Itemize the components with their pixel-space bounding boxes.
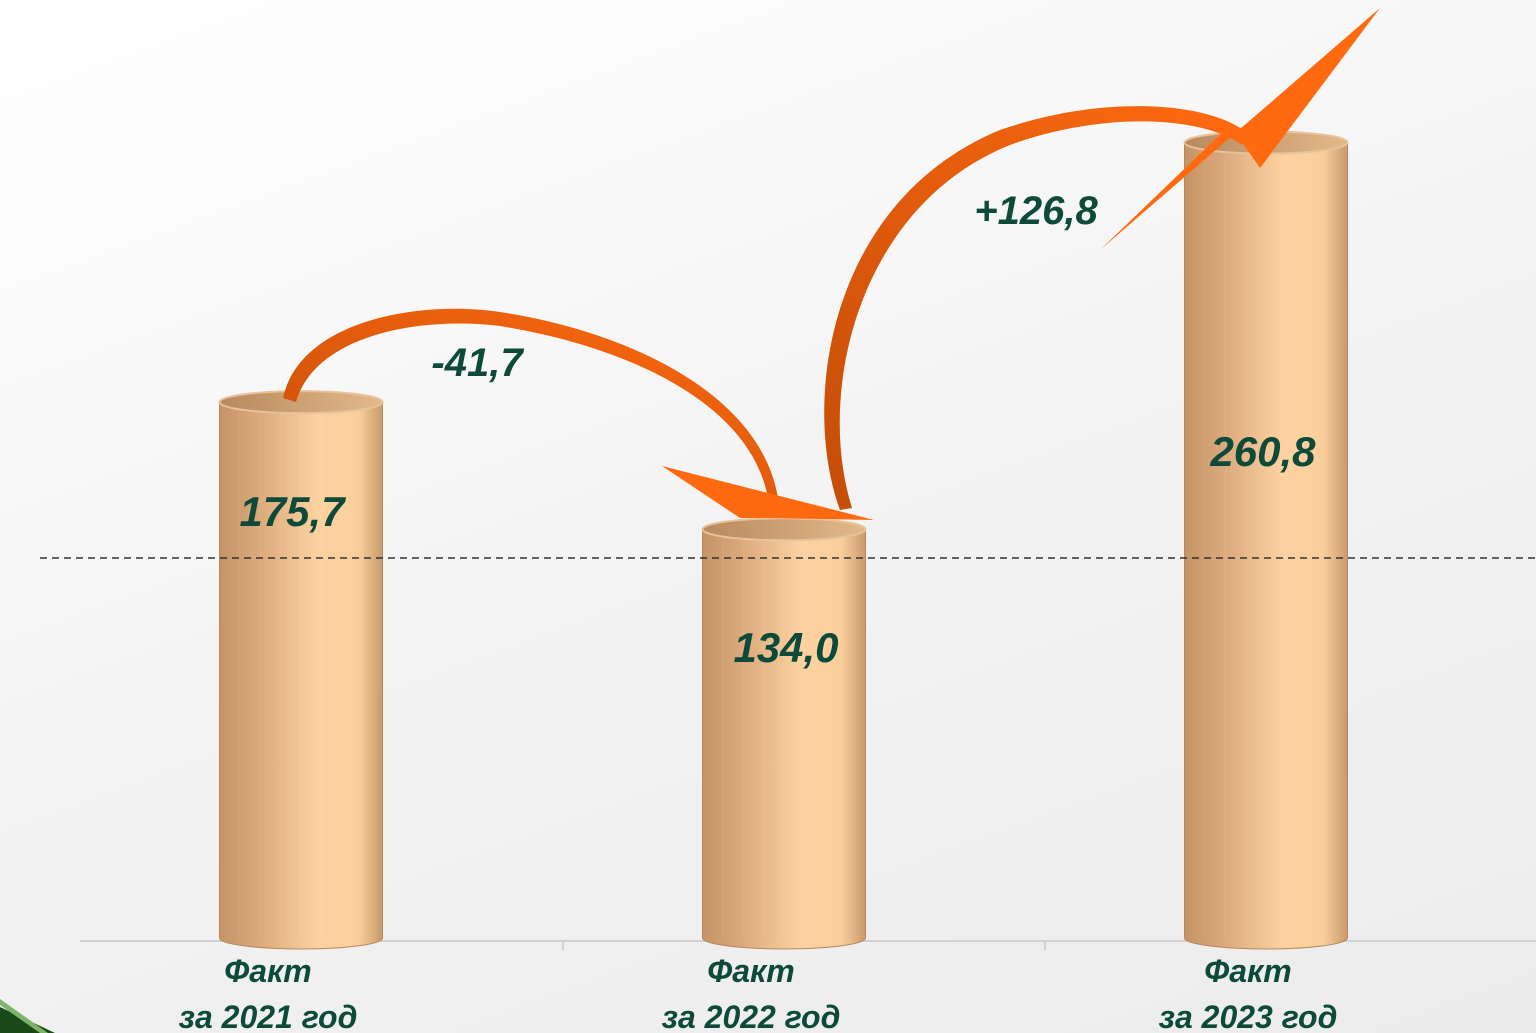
category-label: за 2022 год xyxy=(662,999,841,1033)
change-arrows-group xyxy=(283,8,1380,520)
bars-group xyxy=(218,130,1349,950)
labels-group: 175,7 134,0 260,8 Факт за 2021 год Факт за 202… xyxy=(179,189,1338,1033)
arrow-head xyxy=(1100,8,1380,250)
corner-decoration xyxy=(0,999,55,1033)
bar-top xyxy=(701,517,867,542)
bar-value-label: 260,8 xyxy=(1209,428,1316,475)
bar xyxy=(1183,130,1349,950)
arrow-head xyxy=(662,466,874,520)
category-label: Факт xyxy=(224,953,311,989)
category-label: Факт xyxy=(707,953,794,989)
bar-body xyxy=(219,401,383,950)
bar-body xyxy=(1184,142,1348,950)
bar-top xyxy=(218,390,384,415)
change-arrow xyxy=(283,308,874,520)
bar-value-label: 175,7 xyxy=(239,488,346,535)
category-label: за 2023 год xyxy=(1159,999,1338,1033)
change-arrow xyxy=(824,8,1380,511)
bar xyxy=(701,517,867,950)
change-label: -41,7 xyxy=(431,341,524,385)
category-label: за 2021 год xyxy=(179,999,358,1033)
bar-body xyxy=(702,528,866,950)
bar-value-label: 134,0 xyxy=(733,624,838,671)
bar xyxy=(218,390,384,950)
category-label: Факт xyxy=(1204,953,1291,989)
change-label: +126,8 xyxy=(974,189,1098,233)
